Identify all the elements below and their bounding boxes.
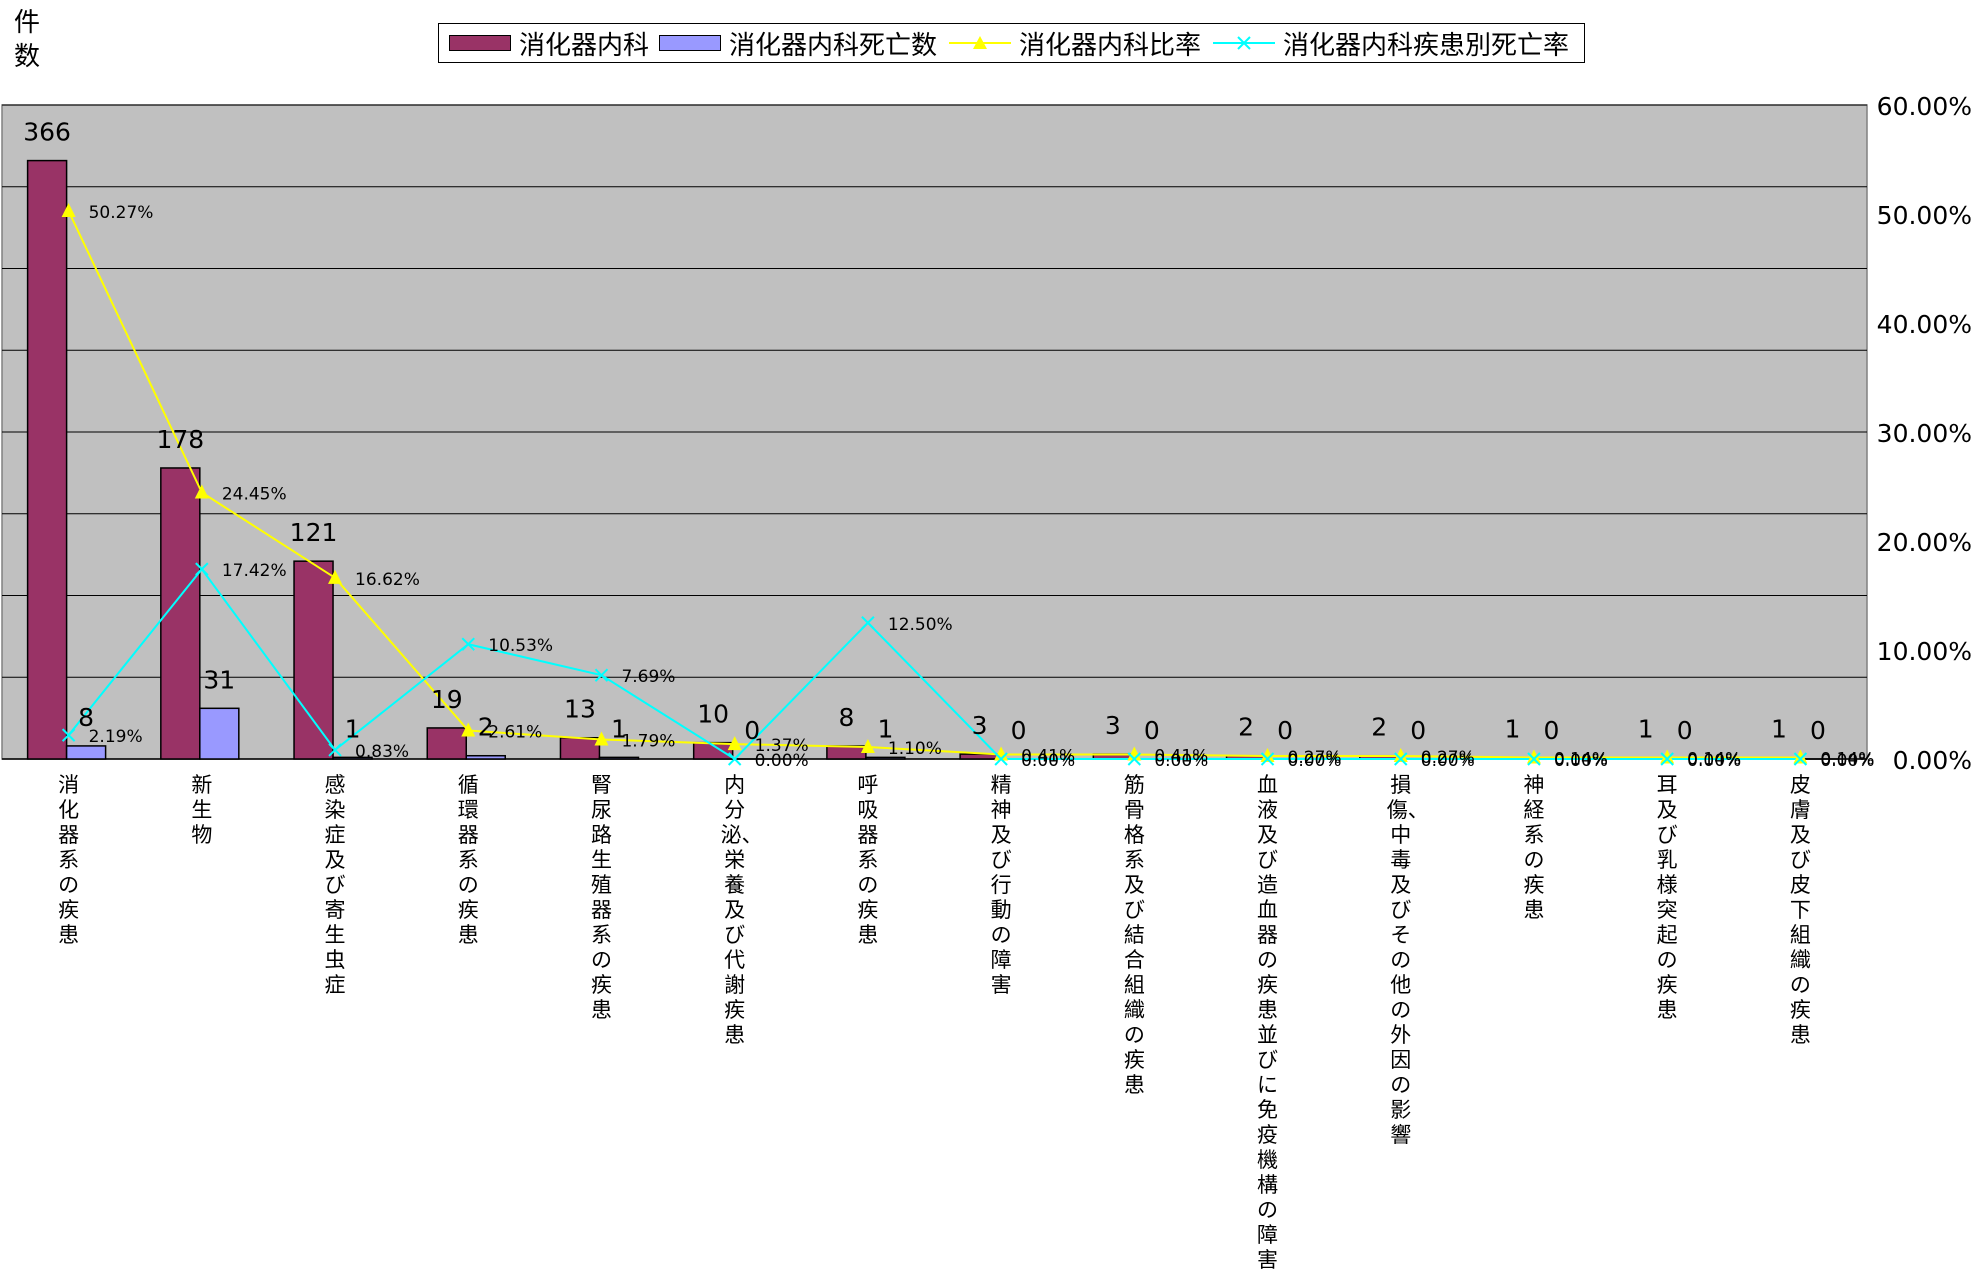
line-value-label: 0.00%: [755, 751, 809, 771]
bar-value-label: 1: [1505, 714, 1521, 743]
right-axis-tick-label: 10.00%: [1877, 637, 1972, 666]
bar-value-label: 0: [1677, 716, 1693, 745]
line-value-label: 1.79%: [621, 731, 675, 751]
legend-line-swatch: [949, 33, 1011, 53]
category-label: 呼吸器系の疾患: [854, 773, 882, 948]
bar-series1: [827, 746, 866, 759]
legend-item-bar1: 消化器内科: [449, 24, 649, 62]
category-label: 内分泌、栄養及び代謝疾患: [721, 773, 749, 1048]
right-axis-tick-label: 50.00%: [1877, 201, 1972, 230]
category-label: 損傷、中毒及びその他の外因の影響: [1387, 773, 1415, 1148]
bar-value-label: 13: [564, 695, 596, 724]
category-label: 筋骨格系及び結合組織の疾患: [1120, 773, 1148, 1098]
category-label: 耳及び乳様突起の疾患: [1653, 773, 1681, 1023]
legend-label: 消化器内科比率: [1019, 25, 1201, 62]
line-value-label: 0.00%: [1288, 751, 1342, 771]
category-label: 皮膚及び皮下組織の疾患: [1786, 773, 1814, 1048]
line-value-label: 0.00%: [1687, 751, 1741, 771]
bar-value-label: 0: [1410, 716, 1426, 745]
bar-value-label: 1: [1638, 714, 1654, 743]
bar-value-label: 0: [1544, 716, 1560, 745]
right-axis-ticks: 0.00% 10.00% 20.00% 30.00% 40.00% 50.00% 60.00…: [1877, 92, 1972, 775]
bar-series2: [67, 746, 106, 759]
bar-value-label: 0: [1277, 716, 1293, 745]
line-value-label: 10.53%: [488, 636, 553, 656]
bar-series1: [28, 161, 67, 759]
bar-value-label: 0: [1011, 716, 1027, 745]
category-label: 消化器系の疾患: [55, 773, 83, 948]
right-axis-tick-label: 30.00%: [1877, 419, 1972, 448]
bar-value-label: 1: [345, 714, 361, 743]
bar-series1: [427, 728, 466, 759]
bar-value-label: 10: [697, 700, 729, 729]
category-label: 感染症及び寄生虫症: [321, 773, 349, 998]
legend-item-line1: 消化器内科比率: [949, 24, 1201, 62]
bar-series1: [560, 738, 599, 759]
bar-value-label: 178: [156, 425, 204, 454]
line-value-label: 7.69%: [621, 667, 675, 687]
right-axis-tick-label: 0.00%: [1893, 746, 1972, 775]
line-value-label: 17.42%: [222, 561, 287, 581]
bar-value-label: 0: [1144, 716, 1160, 745]
legend-item-bar2: 消化器内科死亡数: [659, 24, 937, 62]
legend-swatch: [449, 35, 511, 51]
line-value-label: 2.61%: [488, 723, 542, 743]
line-value-label: 16.62%: [355, 570, 420, 590]
right-axis-tick-label: 40.00%: [1877, 310, 1972, 339]
line-value-label: 2.19%: [89, 727, 143, 747]
legend-label: 消化器内科死亡数: [729, 25, 937, 62]
right-axis-tick-label: 60.00%: [1877, 92, 1972, 121]
bar-value-label: 1: [1771, 714, 1787, 743]
line-value-label: 0.00%: [1820, 751, 1874, 771]
category-label: 神経系の疾患: [1520, 773, 1548, 923]
bar-value-label: 2: [1238, 713, 1254, 742]
bar-value-label: 2: [1371, 713, 1387, 742]
category-label: 血液及び造血器の疾患並びに免疫機構の障害: [1254, 773, 1282, 1273]
line-value-label: 12.50%: [888, 615, 953, 635]
line-value-label: 0.83%: [355, 742, 409, 762]
bar-value-label: 0: [1810, 716, 1826, 745]
category-label: 腎尿路生殖器系の疾患: [587, 773, 615, 1023]
legend-swatch: [659, 35, 721, 51]
y-axis-label: 件数: [12, 6, 42, 74]
bar-value-label: 3: [972, 711, 988, 740]
bar-value-label: 366: [23, 118, 71, 147]
category-label: 循環器系の疾患: [454, 773, 482, 948]
bar-series1: [294, 561, 333, 759]
bar-value-label: 121: [290, 518, 338, 547]
bar-series2: [599, 757, 638, 759]
category-label: 新生物: [188, 773, 216, 848]
bar-value-label: 8: [838, 703, 854, 732]
bar-value-label: 19: [431, 685, 463, 714]
line-value-label: 0.00%: [1154, 751, 1208, 771]
line-value-label: 24.45%: [222, 484, 287, 504]
line-value-label: 0.00%: [1554, 751, 1608, 771]
line-value-label: 0.00%: [1421, 751, 1475, 771]
bar-series2: [200, 708, 239, 759]
line-value-label: 50.27%: [89, 203, 154, 223]
legend-label: 消化器内科疾患別死亡率: [1283, 25, 1569, 62]
bar-value-label: 3: [1105, 711, 1121, 740]
category-label: 精神及び行動の障害: [987, 773, 1015, 998]
bar-value-label: 31: [203, 665, 235, 694]
legend-label: 消化器内科: [519, 25, 649, 62]
bar-series2: [466, 756, 505, 759]
legend: 消化器内科 消化器内科死亡数 消化器内科比率 消化器内科疾患別死亡率: [438, 23, 1585, 63]
line-value-label: 0.00%: [1021, 751, 1075, 771]
line-value-label: 1.10%: [888, 739, 942, 759]
right-axis-tick-label: 20.00%: [1877, 528, 1972, 557]
legend-line-swatch: [1213, 33, 1275, 53]
legend-item-line2: 消化器内科疾患別死亡率: [1213, 24, 1569, 62]
